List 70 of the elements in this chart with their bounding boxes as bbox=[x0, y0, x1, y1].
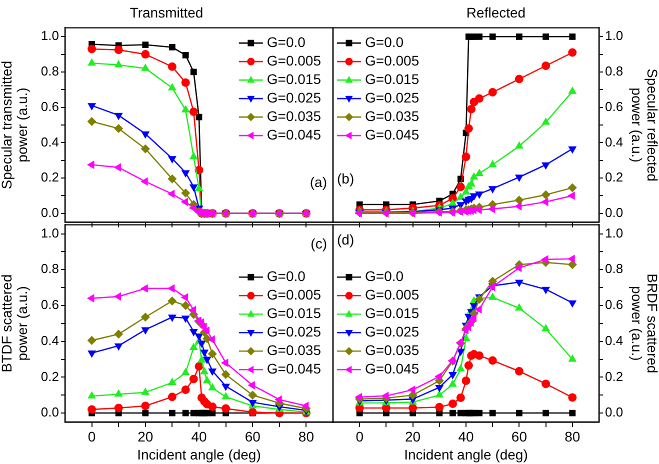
y-tick-label: 0.2 bbox=[40, 368, 59, 384]
legend-label: G=0.0 bbox=[266, 268, 306, 284]
legend-label: G=0.015 bbox=[266, 70, 322, 87]
x-tick-label: 40 bbox=[458, 428, 474, 444]
x-tick-label: 0 bbox=[356, 428, 364, 444]
legend-label: G=0.035 bbox=[266, 108, 322, 124]
y-tick-label: 0.0 bbox=[605, 404, 624, 420]
y-tick-label: 0.8 bbox=[605, 261, 624, 276]
legend-label: G=0.025 bbox=[266, 89, 322, 106]
y-tick-label: 0.2 bbox=[605, 368, 624, 384]
legend-label: G=0.035 bbox=[266, 342, 322, 358]
y-axis-title: BTDF scattered power (a.u.) bbox=[0, 274, 30, 372]
x-axis-title: Incident angle (deg) bbox=[404, 446, 528, 462]
legend-label: G=0.045 bbox=[266, 126, 322, 142]
y-tick-label: 0.8 bbox=[40, 64, 59, 79]
y-tick-label: 0.4 bbox=[40, 332, 59, 348]
annotation: (c) bbox=[310, 235, 327, 252]
x-tick-label: 0 bbox=[88, 428, 96, 444]
legend-label: G=0.005 bbox=[365, 286, 420, 303]
y-tick-label: 0.4 bbox=[40, 134, 59, 150]
y-tick-label: 0.0 bbox=[605, 204, 624, 220]
legend-label: G=0.025 bbox=[365, 324, 420, 340]
y-tick-label: 0.4 bbox=[605, 134, 624, 150]
legend-label: G=0.045 bbox=[365, 360, 420, 377]
x-tick-label: 20 bbox=[138, 428, 154, 444]
y-tick-label: 0.8 bbox=[605, 64, 624, 79]
legend-label: G=0.045 bbox=[266, 360, 322, 377]
y-axis-title: Specular transmitted power (a.u.) bbox=[0, 60, 30, 190]
legend-label: G=0.035 bbox=[365, 342, 420, 358]
legend-label: G=0.015 bbox=[266, 305, 322, 322]
legend-label: G=0.005 bbox=[266, 286, 322, 303]
legend-label: G=0.0 bbox=[365, 34, 404, 50]
legend-label: G=0.025 bbox=[266, 324, 322, 340]
x-tick-label: 60 bbox=[244, 428, 261, 444]
y-tick-label: 0.2 bbox=[605, 170, 624, 185]
annotation: (d) bbox=[337, 231, 354, 248]
x-axis-title: Incident angle (deg) bbox=[137, 446, 261, 462]
y-tick-label: 0.6 bbox=[40, 98, 59, 114]
legend-label: G=0.045 bbox=[365, 126, 420, 142]
y-tick-label: 1.0 bbox=[40, 28, 59, 44]
legend-label: G=0.0 bbox=[266, 34, 306, 50]
x-tick-label: 20 bbox=[405, 428, 421, 444]
x-tick-label: 80 bbox=[564, 428, 580, 444]
legend-label: G=0.0 bbox=[365, 268, 404, 284]
y-axis-title: BRDF scattered power (a.u.) bbox=[629, 274, 659, 374]
y-tick-label: 0.0 bbox=[40, 404, 59, 420]
x-tick-label: 80 bbox=[298, 428, 314, 444]
chart-title: Reflected bbox=[466, 4, 526, 20]
legend-label: G=0.025 bbox=[365, 89, 420, 106]
y-tick-label: 1.0 bbox=[40, 225, 59, 240]
y-tick-label: 1.0 bbox=[605, 225, 624, 240]
y-tick-label: 0.4 bbox=[605, 332, 624, 348]
y-tick-label: 0.2 bbox=[40, 170, 59, 185]
y-axis-title: Specular reflected power (a.u.) bbox=[629, 68, 659, 182]
annotation: (a) bbox=[310, 174, 327, 190]
y-tick-label: 0.6 bbox=[605, 297, 624, 312]
legend-label: G=0.005 bbox=[266, 52, 322, 68]
y-tick-label: 0.8 bbox=[40, 261, 59, 276]
x-tick-label: 40 bbox=[191, 428, 207, 444]
y-tick-label: 1.0 bbox=[605, 28, 624, 44]
y-tick-label: 0.6 bbox=[40, 297, 59, 312]
legend-label: G=0.015 bbox=[365, 305, 420, 322]
legend-label: G=0.015 bbox=[365, 70, 420, 87]
y-tick-label: 0.6 bbox=[605, 98, 624, 114]
x-tick-label: 60 bbox=[511, 428, 528, 444]
chart-title: Transmitted bbox=[130, 4, 204, 20]
y-tick-label: 0.0 bbox=[40, 204, 59, 220]
legend-label: G=0.035 bbox=[365, 108, 420, 124]
annotation: (b) bbox=[337, 170, 354, 186]
legend-label: G=0.005 bbox=[365, 52, 420, 68]
